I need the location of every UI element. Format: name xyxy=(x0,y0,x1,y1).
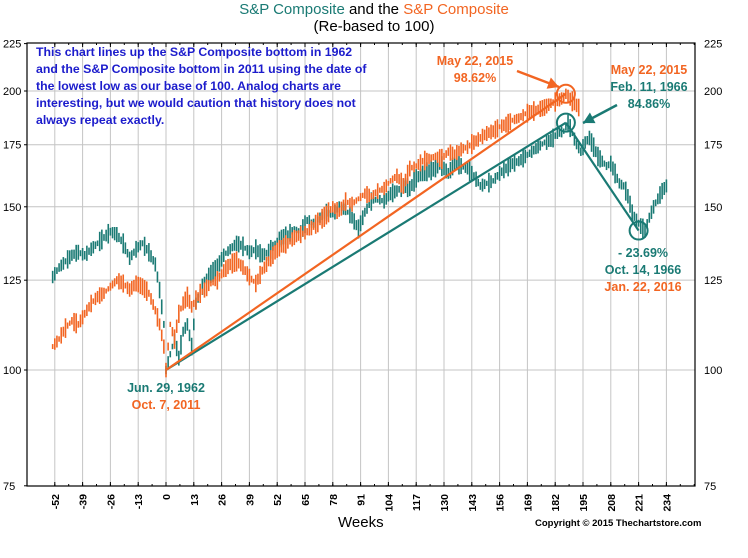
orange-peak-annotation: May 22, 2015 98.62% xyxy=(425,53,525,87)
y-tick-label-right: 125 xyxy=(704,275,722,287)
y-tick-label-right: 200 xyxy=(704,86,722,98)
trough-annotation: - 23.69% Oct. 14, 1966 Jan. 22, 2016 xyxy=(598,245,688,296)
title-part-middle: and the xyxy=(344,1,404,18)
x-tick-label: 0 xyxy=(161,494,173,500)
teal-peak-arrow xyxy=(582,103,618,125)
y-axis-ticks: 75 75 100 100 125 125 150 150 175 175 200 200 225 225 xyxy=(3,39,722,493)
orange-peak-date: May 22, 2015 xyxy=(436,54,514,68)
y-tick-label-right: 75 xyxy=(704,481,716,493)
series-group xyxy=(51,88,668,378)
trough-date-orange: Jan. 22, 2016 xyxy=(604,280,682,294)
y-tick-label-left: 100 xyxy=(3,365,21,377)
x-tick-label: 208 xyxy=(606,494,618,512)
trend-lines xyxy=(165,92,640,371)
x-tick-label: 182 xyxy=(550,494,562,512)
x-tick-label: -13 xyxy=(133,494,145,509)
trough-date-teal: Oct. 14, 1966 xyxy=(604,263,682,277)
x-tick-label: -52 xyxy=(50,494,62,509)
teal-decline-line xyxy=(564,122,640,232)
teal-peak-circle xyxy=(555,112,576,133)
y-tick-label-right: 175 xyxy=(704,140,722,152)
title-part-teal: S&P Composite xyxy=(239,1,345,18)
y-tick-label-left: 150 xyxy=(3,202,21,214)
orange-peak-circle xyxy=(555,83,576,104)
markers xyxy=(555,83,649,241)
x-tick-label: 234 xyxy=(661,494,673,512)
y-tick-label-right: 225 xyxy=(704,39,722,51)
x-tick-label: 104 xyxy=(383,494,395,512)
x-tick-label: 52 xyxy=(272,494,284,506)
series-teal xyxy=(51,114,668,375)
x-tick-label: 65 xyxy=(300,494,312,506)
x-tick-label: -39 xyxy=(78,494,90,509)
plot-frame xyxy=(26,42,696,487)
series-orange xyxy=(51,88,580,378)
teal-trough-circle xyxy=(628,220,649,241)
arrows xyxy=(516,69,618,125)
chart-subtitle: (Re-based to 100) xyxy=(313,18,435,35)
x-tick-label: 78 xyxy=(328,494,340,506)
explanation-note: This chart lines up the S&P Composite bo… xyxy=(36,45,367,127)
x-tick-label: 91 xyxy=(356,494,368,506)
y-tick-label-left: 175 xyxy=(3,140,21,152)
x-tick-label: 39 xyxy=(244,494,256,506)
y-tick-label-left: 125 xyxy=(3,275,21,287)
x-tick-label: 117 xyxy=(411,494,423,511)
x-tick-label: 221 xyxy=(634,494,646,512)
title-part-orange: S&P Composite xyxy=(403,1,509,18)
y-tick-label-left: 200 xyxy=(3,86,21,98)
x-tick-label: 26 xyxy=(217,494,229,506)
copyright: Copyright © 2015 Thechartstore.com xyxy=(535,518,702,529)
bottom-annotation: Jun. 29, 1962 Oct. 7, 2011 xyxy=(116,380,216,414)
bottom-date-teal: Jun. 29, 1962 xyxy=(127,381,205,395)
x-tick-label: 130 xyxy=(439,494,451,512)
arrow-head xyxy=(583,112,596,124)
orange-peak-arrow xyxy=(516,69,560,89)
orange-rally-line xyxy=(165,92,567,371)
bottom-date-orange: Oct. 7, 2011 xyxy=(131,398,201,412)
y-tick-label-right: 150 xyxy=(704,202,722,214)
x-tick-label: 156 xyxy=(495,494,507,512)
right-peak-date-teal: Feb. 11, 1966 xyxy=(610,80,688,94)
chart-title: S&P Composite and the S&P Composite xyxy=(0,1,748,18)
y-tick-label-left: 225 xyxy=(3,39,21,51)
x-tick-label: 13 xyxy=(189,494,201,506)
right-peak-date-orange: May 22, 2015 xyxy=(610,63,688,77)
trough-pct: - 23.69% xyxy=(617,246,669,260)
teal-rally-line xyxy=(165,121,567,371)
x-axis-label: Weeks xyxy=(338,514,384,531)
x-tick-label: 169 xyxy=(522,494,534,512)
right-peak-pct: 84.86% xyxy=(627,97,671,111)
arrow-head xyxy=(546,77,559,89)
orange-peak-pct: 98.62% xyxy=(453,71,497,85)
right-peak-annotation: May 22, 2015 Feb. 11, 1966 84.86% xyxy=(604,62,694,113)
y-tick-label-right: 100 xyxy=(704,365,722,377)
x-tick-label: 195 xyxy=(578,494,590,512)
y-tick-label-left: 75 xyxy=(3,481,15,493)
x-tick-label: -26 xyxy=(105,494,117,509)
x-tick-label: 143 xyxy=(467,494,479,512)
